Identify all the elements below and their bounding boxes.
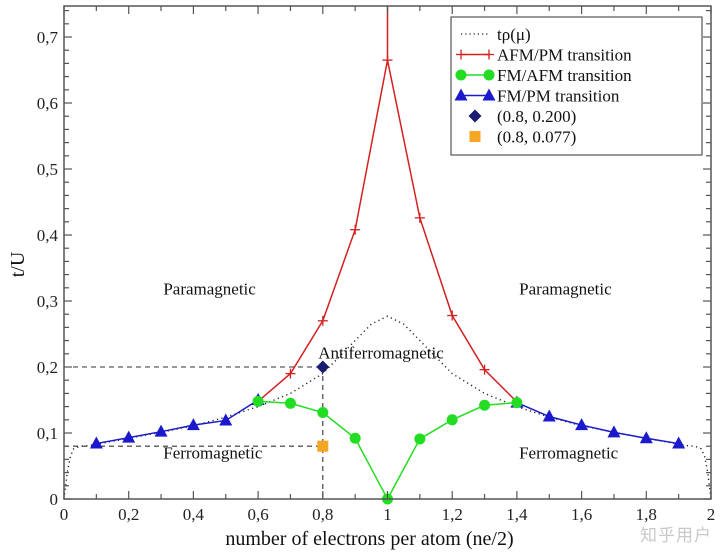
y-tick-label: 0,6 xyxy=(37,94,58,113)
series-line xyxy=(258,400,517,501)
circle-marker xyxy=(511,397,523,409)
triangle-marker xyxy=(672,436,686,449)
square-marker xyxy=(317,440,329,452)
diamond-marker xyxy=(468,109,482,123)
x-tick-label: 1,6 xyxy=(571,505,592,524)
series-layer xyxy=(63,6,712,505)
legend-label: FM/AFM transition xyxy=(497,66,632,85)
region-label: Paramagnetic xyxy=(163,279,256,298)
series--0-8-0-200- xyxy=(316,360,330,374)
x-tick-label: 1,2 xyxy=(442,505,463,524)
region-label: Ferromagnetic xyxy=(163,444,263,463)
legend-label: tρ(μ) xyxy=(497,25,531,44)
region-label: Paramagnetic xyxy=(519,279,612,298)
legend-entry: (0.8, 0.200) xyxy=(468,107,576,126)
axis-ticks xyxy=(63,6,712,500)
x-axis-title: number of electrons per atom (ne/2) xyxy=(225,528,513,550)
legend-entry: AFM/PM transition xyxy=(456,46,632,65)
legend-label: AFM/PM transition xyxy=(497,46,632,65)
watermark: 知乎用户 xyxy=(640,526,712,546)
triangle-marker xyxy=(154,424,168,437)
x-tick-label: 2 xyxy=(707,505,716,524)
circle-marker xyxy=(317,407,329,419)
legend-box xyxy=(450,16,703,156)
circle-marker xyxy=(455,69,467,81)
region-label: Ferromagnetic xyxy=(519,444,619,463)
triangle-marker xyxy=(89,436,103,449)
circle-marker xyxy=(414,433,426,445)
region-labels: Paramagnetic Paramagnetic Antiferromagneti… xyxy=(163,279,618,462)
series-fm-afm-transition xyxy=(252,395,523,505)
triangle-marker xyxy=(607,425,621,438)
triangle-marker xyxy=(482,88,496,101)
circle-marker xyxy=(479,399,491,411)
legend-label: FM/PM transition xyxy=(497,87,620,106)
x-tick-label: 0 xyxy=(60,505,69,524)
tick-labels: 0 0,2 0,4 0,6 0,8 1 1,2 1,4 1,6 1,8 2 0 0,1 0,2 0,3 0,4… xyxy=(37,28,716,524)
triangle-marker xyxy=(575,418,589,431)
legend-entry: FM/AFM transition xyxy=(455,66,632,85)
y-tick-label: 0 xyxy=(50,490,59,509)
circle-marker xyxy=(446,414,458,426)
y-tick-label: 0,7 xyxy=(37,28,59,47)
y-axis-title: t/U xyxy=(7,251,29,277)
triangle-marker xyxy=(639,431,653,444)
series-line xyxy=(516,401,679,445)
y-tick-label: 0,1 xyxy=(37,424,58,443)
legend-label: (0.8, 0.200) xyxy=(497,107,576,126)
circle-marker xyxy=(284,397,296,409)
y-tick-label: 0,3 xyxy=(37,292,58,311)
legend-entry: (0.8, 0.077) xyxy=(469,128,576,147)
y-tick-label: 0,4 xyxy=(37,226,59,245)
series--0-8-0-077- xyxy=(317,440,329,452)
triangle-marker xyxy=(122,430,136,443)
guide-lines xyxy=(64,366,324,499)
x-tick-label: 0,6 xyxy=(247,505,268,524)
x-tick-label: 0,4 xyxy=(183,505,205,524)
triangle-marker xyxy=(186,418,200,431)
x-tick-label: 0,8 xyxy=(312,505,333,524)
x-tick-label: 0,2 xyxy=(118,505,139,524)
x-tick-label: 1,8 xyxy=(636,505,657,524)
triangle-marker xyxy=(454,88,468,101)
series-line xyxy=(96,399,259,445)
circle-marker xyxy=(349,432,361,444)
legend-label: (0.8, 0.077) xyxy=(497,128,576,147)
triangle-marker xyxy=(219,413,233,426)
region-label: Antiferromagnetic xyxy=(318,343,444,362)
x-tick-label: 1,4 xyxy=(506,505,528,524)
triangle-marker xyxy=(542,409,556,422)
circle-marker xyxy=(483,69,495,81)
legend-entry: FM/PM transition xyxy=(454,87,620,106)
y-tick-label: 0,5 xyxy=(37,160,58,179)
series-line xyxy=(63,315,712,500)
legend-entry: tρ(μ) xyxy=(461,25,531,44)
series-fm-pm-transition xyxy=(89,393,686,449)
circle-marker xyxy=(252,395,264,407)
diamond-marker xyxy=(316,360,330,374)
square-marker xyxy=(469,131,481,142)
series-t- xyxy=(63,315,712,500)
y-tick-label: 0,2 xyxy=(37,358,58,377)
x-tick-label: 1 xyxy=(383,505,392,524)
